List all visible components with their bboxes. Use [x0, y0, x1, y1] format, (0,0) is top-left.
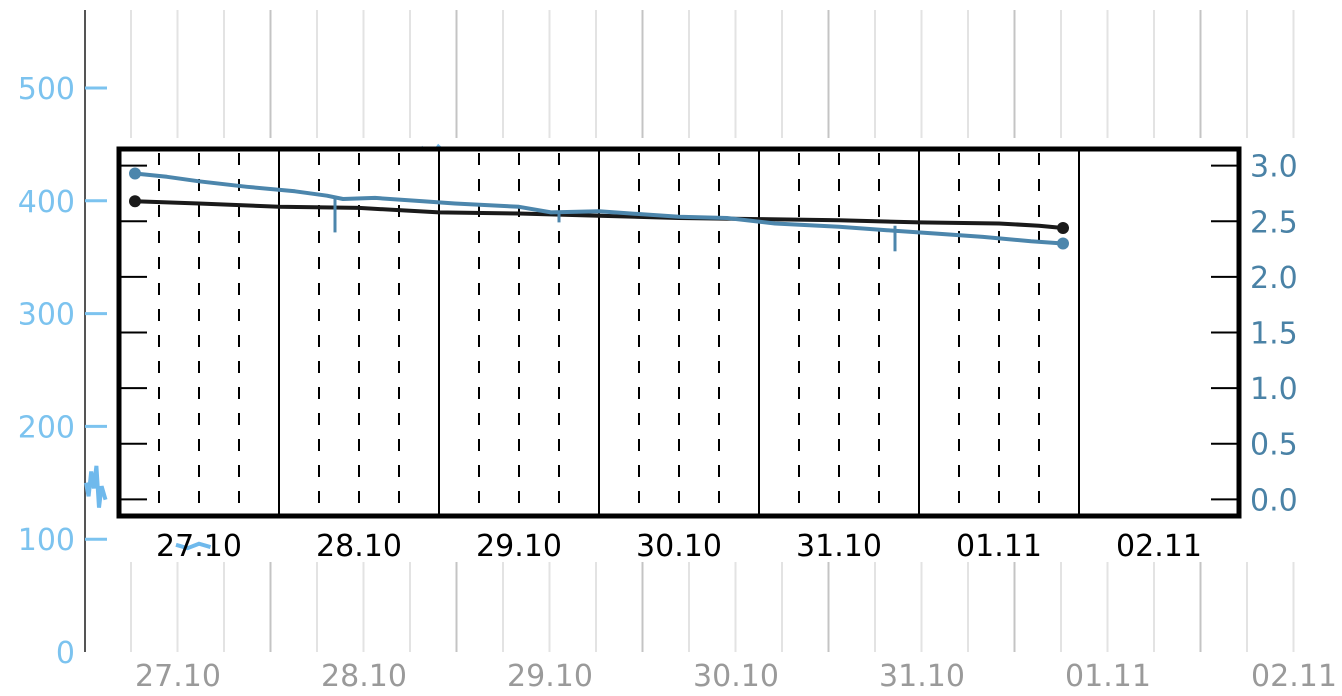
bg-x-tick-label-30.10: 30.10: [693, 659, 779, 692]
fg-series-0-start-point: [129, 195, 141, 208]
bg-series-2: [175, 541, 212, 551]
fg-x-tick-label-28.10: 28.10: [316, 529, 402, 564]
fg-x-tick-label-29.10: 29.10: [476, 529, 562, 564]
fg-plot-background: [119, 149, 1239, 516]
fg-series-1-start-point: [129, 167, 141, 180]
foreground-chart: 0.0 0.5 1.0 1.5 2.0 2.5 3.0 27.10 28.10 29.10 30.1…: [116, 146, 1298, 564]
background-chart: 0 100 200 300 400 500 27.10 28.10 29.10 30.10 31.1…: [18, 10, 1337, 694]
bg-y-tick-label-100: 100: [18, 523, 75, 558]
fg-right-tick-label-1.0: 1.0: [1250, 372, 1298, 407]
fg-right-tick-label-1.5: 1.5: [1250, 317, 1298, 352]
fg-series-1: [134, 171, 1064, 246]
bg-x-tick-label-02.11: 02.11: [1251, 659, 1337, 692]
fg-x-tick-label-01.11: 01.11: [956, 529, 1042, 564]
fg-frame: [116, 146, 1242, 519]
fg-right-tick-label-2.5: 2.5: [1250, 205, 1298, 240]
fg-series-1-end-point: [1057, 237, 1069, 250]
fg-right-tick-label-0.5: 0.5: [1250, 428, 1298, 463]
fg-right-tick-label-0.0: 0.0: [1250, 483, 1298, 518]
bg-series-0: [84, 465, 108, 508]
bg-x-tick-label-31.10: 31.10: [879, 659, 965, 692]
bg-x-tick-label-27.10: 27.10: [135, 659, 221, 692]
bg-y-tick-label-200: 200: [18, 410, 75, 445]
fg-right-tick-label-3.0: 3.0: [1250, 150, 1298, 185]
fg-x-tick-label-02.11: 02.11: [1116, 529, 1202, 564]
fg-x-tick-label-27.10: 27.10: [156, 529, 242, 564]
bg-y-tick-label-500: 500: [18, 72, 75, 107]
fg-x-tick-label-31.10: 31.10: [796, 529, 882, 564]
bg-x-tick-label-28.10: 28.10: [321, 659, 407, 692]
fg-x-tick-label-30.10: 30.10: [636, 529, 722, 564]
bg-x-tick-label-01.11: 01.11: [1065, 659, 1151, 692]
bg-y-tick-label-0: 0: [56, 636, 75, 671]
bg-y-tick-label-400: 400: [18, 185, 75, 220]
fg-series-0-end-point: [1057, 221, 1069, 234]
bg-y-tick-label-300: 300: [18, 298, 75, 333]
fg-right-tick-label-2.0: 2.0: [1250, 261, 1298, 296]
fg-series-0: [134, 199, 1064, 230]
bg-x-tick-label-29.10: 29.10: [507, 659, 593, 692]
